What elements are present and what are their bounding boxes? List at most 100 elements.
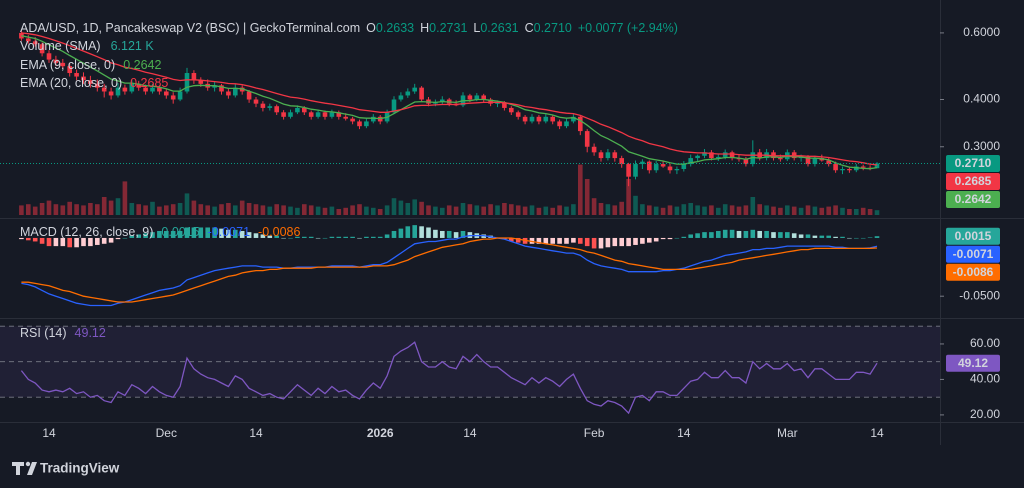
- volume-bar: [67, 201, 72, 215]
- volume-bar: [722, 204, 728, 215]
- volume-legend: Volume (SMA) 6.121 K: [20, 39, 154, 53]
- volume-bar: [60, 205, 66, 215]
- legend-name: Volume (SMA): [20, 39, 101, 53]
- macd-histogram-bar: [46, 237, 52, 247]
- candle-body: [329, 112, 335, 117]
- volume-bar: [626, 179, 631, 215]
- macd-legend: MACD (12, 26, close, 9) 0.0015 -0.0071 -0.0…: [20, 225, 300, 239]
- candle-body: [826, 160, 831, 165]
- macd-histogram-bar: [640, 237, 645, 244]
- volume-bar: [564, 206, 569, 215]
- candle-body: [391, 99, 397, 113]
- volume-bar: [191, 200, 197, 215]
- macd-histogram-bar: [350, 236, 355, 238]
- macd-histogram-bar: [274, 235, 279, 238]
- candle-body: [101, 87, 107, 92]
- macd-histogram-bar: [302, 236, 307, 238]
- volume-bar: [53, 204, 59, 215]
- candle-body: [667, 166, 673, 171]
- candle-body: [357, 121, 362, 127]
- volume-bar: [488, 204, 493, 215]
- candle-body: [157, 87, 162, 92]
- volume-bar: [536, 207, 542, 215]
- candle-body: [495, 102, 500, 104]
- macd-histogram-bar: [398, 228, 404, 238]
- volume-bar: [233, 205, 238, 215]
- macd-histogram-bar: [405, 226, 411, 238]
- candle-body: [598, 152, 604, 159]
- candle-body: [805, 156, 811, 165]
- candle-body: [19, 32, 24, 39]
- volume-bar: [19, 205, 24, 215]
- volume-bar: [412, 199, 417, 215]
- macd-line: [21, 237, 878, 303]
- volume-bar: [557, 205, 562, 215]
- macd-histogram-bar: [633, 237, 638, 245]
- candle-body: [233, 87, 238, 96]
- macd-histogram-bar: [591, 237, 597, 249]
- ohlc-value: 0.2633: [376, 21, 414, 35]
- candle-body: [812, 158, 818, 165]
- volume-bar: [736, 206, 742, 215]
- macd-histogram-bar: [129, 235, 135, 238]
- volume-bar: [633, 195, 638, 215]
- macd-histogram-bar: [578, 237, 583, 244]
- x-tick-label: 14: [870, 426, 884, 440]
- macd-histogram-bar: [791, 233, 797, 238]
- brand-name: TradingView: [40, 461, 120, 476]
- candle-body: [515, 112, 521, 117]
- volume-bar: [481, 206, 486, 215]
- x-tick-label: 14: [42, 426, 56, 440]
- price-badge: [946, 154, 1000, 172]
- candle-body: [674, 168, 680, 171]
- legend-name: EMA (9, close, 0): [20, 58, 115, 72]
- macd-histogram-bar: [81, 237, 86, 247]
- macd-histogram-bar: [709, 232, 714, 238]
- volume-bar: [833, 205, 838, 215]
- macd-histogram-bar: [308, 236, 314, 238]
- macd-histogram-bar: [743, 230, 749, 238]
- volume-bar: [640, 204, 645, 215]
- candle-body: [46, 53, 52, 60]
- volume-bar: [598, 203, 604, 215]
- volume-bar: [212, 206, 217, 215]
- macd-histogram-bar: [377, 236, 383, 238]
- candle-body: [274, 106, 279, 113]
- volume-bar: [136, 204, 141, 215]
- volume-bar: [667, 205, 673, 215]
- candle-body: [219, 85, 224, 92]
- volume-bar: [377, 209, 383, 215]
- price-badge: [946, 245, 1000, 263]
- volume-bar: [260, 205, 266, 215]
- volume-bar: [371, 207, 376, 215]
- macd-histogram-bar: [536, 237, 542, 244]
- volume-bar: [874, 210, 880, 215]
- brand-logo: TradingView: [12, 461, 120, 476]
- macd-histogram-bar: [267, 235, 273, 238]
- candle-body: [136, 83, 141, 88]
- volume-bar: [619, 201, 624, 215]
- macd-histogram-bar: [60, 237, 66, 247]
- ohlc-value: 0.2631: [480, 21, 518, 35]
- volume-bar: [288, 206, 293, 215]
- volume-bar: [771, 206, 776, 215]
- macd-histogram-bar: [819, 235, 825, 238]
- volume-bar: [578, 164, 583, 215]
- legend-value: 49.12: [75, 326, 106, 340]
- volume-bar: [115, 198, 121, 215]
- volume-bar: [860, 207, 866, 215]
- legend-name: MACD (12, 26, close, 9): [20, 225, 153, 239]
- macd-histogram-bar: [446, 230, 452, 238]
- macd-histogram-bar: [26, 237, 31, 241]
- macd-histogram-bar: [177, 230, 183, 238]
- volume-bar: [688, 203, 693, 215]
- volume-bar: [584, 179, 590, 215]
- volume-bar: [81, 205, 86, 215]
- candle-body: [619, 158, 624, 165]
- macd-histogram-bar: [88, 237, 93, 247]
- ohlc-key: L: [473, 21, 480, 35]
- legend-value: 0.0015: [161, 225, 199, 239]
